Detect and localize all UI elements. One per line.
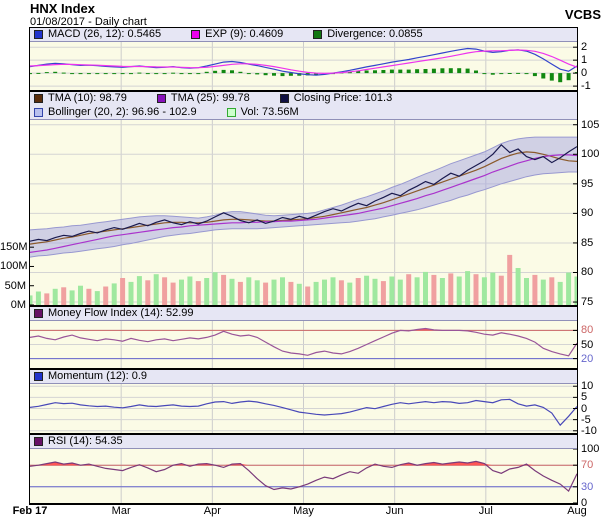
legend-label: MACD (26, 12): 0.5465 [48, 28, 162, 40]
legend-label: Bollinger (20, 2): 96.96 - 102.9 [48, 105, 197, 118]
legend-label: EXP (9): 0.4609 [205, 28, 284, 40]
volume-axis-label: 50M [4, 279, 26, 292]
y-axis-label: -5 [581, 413, 591, 426]
legend-item: Closing Price: 101.3 [279, 92, 393, 105]
panel-main-plot [30, 120, 577, 305]
volume-axis-label: 100M [0, 260, 28, 273]
legend-item: Momentum (12): 0.9 [34, 370, 147, 383]
legend-item: Money Flow Index (14): 52.99 [34, 307, 194, 320]
y-axis-label: 2 [581, 41, 588, 54]
page-title: HNX Index [30, 1, 96, 16]
panel-rsi-legend: RSI (14): 54.35 [30, 435, 577, 449]
legend-label: Momentum (12): 0.9 [48, 370, 148, 382]
x-axis-label: Jun [385, 505, 404, 517]
legend-label: TMA (25): 99.78 [170, 92, 250, 105]
legend-row: Bollinger (20, 2): 96.96 - 102.9 Vol: 73.… [34, 106, 577, 120]
y-axis-label: 90 [581, 207, 594, 220]
legend-label: RSI (14): 54.35 [48, 435, 123, 447]
x-axis-label: Aug [567, 505, 587, 517]
legend-item: Divergence: 0.0855 [313, 28, 423, 41]
y-axis-label: 30 [581, 480, 594, 493]
y-axis-label: 50 [581, 338, 594, 351]
legend-swatch-icon [34, 107, 43, 117]
y-axis-label: 20 [581, 352, 594, 365]
legend-swatch-icon [313, 30, 323, 39]
x-axis-label: May [293, 505, 314, 517]
volume-axis-label: 150M [0, 241, 28, 254]
panel-macd: MACD (26, 12): 0.5465 EXP (9): 0.4609 Dive… [29, 27, 578, 92]
y-axis-label: 75 [581, 296, 594, 309]
panel-main: TMA (10): 98.79 TMA (25): 99.78 Closing Pr… [29, 91, 578, 307]
legend-label: Money Flow Index (14): 52.99 [48, 307, 194, 319]
x-axis-label: Apr [203, 505, 221, 517]
legend-item: TMA (25): 99.78 [156, 92, 250, 105]
legend-swatch-icon [34, 437, 43, 446]
legend-swatch-icon [279, 94, 289, 104]
panel-mfi: Money Flow Index (14): 52.99 [29, 306, 578, 370]
y-axis-label: -1 [581, 80, 591, 93]
legend-item: RSI (14): 54.35 [34, 435, 123, 448]
x-axis-label: Feb 17 [12, 505, 48, 517]
y-axis-label: 105 [581, 118, 600, 131]
legend-item: TMA (10): 98.79 [34, 92, 127, 105]
legend-swatch-icon [34, 309, 43, 318]
legend-swatch-icon [34, 372, 43, 381]
legend-swatch-icon [226, 107, 236, 117]
legend-swatch-icon [34, 30, 43, 39]
x-axis-label: Mar [111, 505, 131, 517]
chart-subtitle: 01/08/2017 - Daily chart [30, 16, 147, 28]
y-axis-label: 0 [581, 402, 588, 415]
legend-swatch-icon [156, 94, 166, 104]
y-axis-label: 0 [581, 67, 588, 80]
legend-item: Vol: 73.56M [226, 105, 299, 119]
y-axis-label: 95 [581, 177, 594, 190]
panel-macd-plot [30, 42, 577, 90]
legend-swatch-icon [34, 94, 43, 104]
volume-axis-label: 0M [10, 299, 26, 311]
panel-rsi-plot [30, 449, 577, 503]
panel-mfi-legend: Money Flow Index (14): 52.99 [30, 307, 577, 321]
y-axis-label: 100 [581, 148, 600, 161]
legend-label: Divergence: 0.0855 [327, 28, 423, 40]
y-axis-label: 80 [581, 266, 594, 279]
legend-row: TMA (10): 98.79 TMA (25): 99.78 Closing Pr… [34, 92, 577, 106]
panel-macd-legend: MACD (26, 12): 0.5465 EXP (9): 0.4609 Dive… [30, 28, 577, 42]
panel-mom: Momentum (12): 0.9 [29, 369, 578, 435]
legend-row: MACD (26, 12): 0.5465 EXP (9): 0.4609 Dive… [34, 28, 577, 41]
brand-label: VCBS [564, 7, 601, 22]
y-axis-label: 80 [581, 324, 594, 337]
y-axis-label: 70 [581, 459, 594, 472]
legend-label: Closing Price: 101.3 [293, 92, 393, 105]
panel-rsi: RSI (14): 54.35 [29, 434, 578, 505]
x-axis-label: Jul [478, 505, 493, 517]
legend-row: RSI (14): 54.35 [34, 435, 577, 448]
legend-row: Money Flow Index (14): 52.99 [34, 307, 577, 320]
legend-item: Bollinger (20, 2): 96.96 - 102.9 [34, 106, 197, 119]
y-axis-label: -10 [581, 424, 597, 437]
legend-label: Vol: 73.56M [240, 105, 299, 118]
panel-mom-plot [30, 384, 577, 433]
legend-item: EXP (9): 0.4609 [191, 28, 283, 41]
y-axis-label: 85 [581, 236, 594, 249]
legend-swatch-icon [191, 30, 201, 39]
legend-item: MACD (26, 12): 0.5465 [34, 28, 161, 41]
legend-row: Momentum (12): 0.9 [34, 370, 577, 383]
panel-mom-legend: Momentum (12): 0.9 [30, 370, 577, 384]
panel-main-legend: TMA (10): 98.79 TMA (25): 99.78 Closing Pr… [30, 92, 577, 120]
y-axis-label: 5 [581, 391, 588, 404]
y-axis-label: 1 [581, 54, 588, 67]
legend-label: TMA (10): 98.79 [48, 92, 127, 105]
y-axis-label: 10 [581, 380, 594, 393]
y-axis-label: 100 [581, 443, 600, 455]
y-axis-label: 0 [581, 497, 588, 509]
panel-mfi-plot [30, 321, 577, 368]
